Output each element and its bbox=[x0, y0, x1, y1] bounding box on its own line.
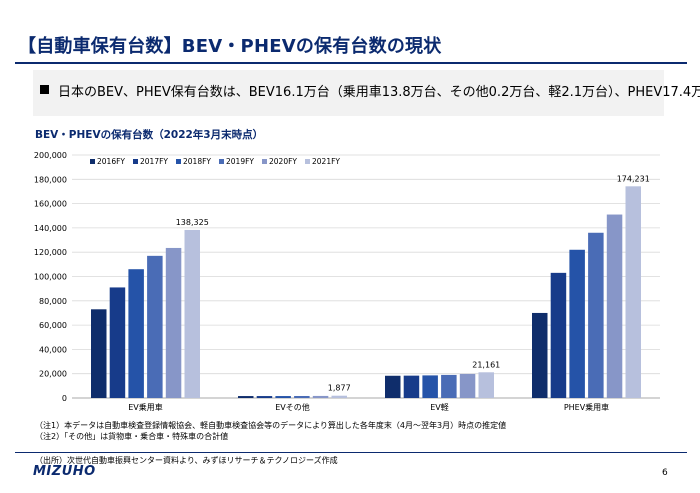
y-tick-label: 20,000 bbox=[39, 370, 67, 379]
data-label: 1,877 bbox=[328, 384, 351, 393]
bar bbox=[441, 374, 457, 398]
legend-swatch bbox=[133, 159, 138, 164]
summary-box bbox=[33, 70, 664, 116]
data-label: 21,161 bbox=[472, 360, 500, 369]
bar bbox=[147, 255, 163, 398]
y-tick-label: 80,000 bbox=[39, 297, 67, 306]
bar bbox=[331, 395, 347, 398]
y-tick-label: 100,000 bbox=[34, 273, 67, 282]
footer-divider bbox=[15, 452, 687, 453]
title-divider bbox=[15, 62, 687, 64]
bar bbox=[109, 287, 126, 398]
bar bbox=[312, 395, 329, 398]
legend-label: 2019FY bbox=[226, 157, 254, 166]
bar bbox=[569, 249, 585, 398]
summary-text: 日本のBEV、PHEV保有台数は、BEV16.1万台（乗用車13.8万台、その他… bbox=[58, 85, 700, 100]
y-tick-label: 0 bbox=[62, 394, 67, 403]
summary-bullet-icon bbox=[40, 85, 49, 94]
bar bbox=[532, 312, 548, 398]
bar bbox=[422, 375, 438, 398]
legend-swatch bbox=[262, 159, 267, 164]
y-tick-label: 140,000 bbox=[34, 224, 67, 233]
bar bbox=[165, 247, 182, 398]
bar bbox=[294, 395, 310, 398]
bar bbox=[91, 309, 107, 398]
x-category-label: PHEV乗用車 bbox=[564, 402, 609, 412]
source-note: （出所）次世代自動車振興センター資料より、みずほリサーチ＆テクノロジーズ作成 bbox=[35, 456, 338, 465]
legend-swatch bbox=[219, 159, 224, 164]
page-title: 【自動車保有台数】BEV・PHEVの保有台数の現状 bbox=[18, 36, 442, 57]
legend-swatch bbox=[176, 159, 181, 164]
note-2: （注2）「その他」は貨物車・乗合車・特殊車の合計値 bbox=[35, 432, 229, 441]
bar bbox=[184, 229, 200, 398]
bar bbox=[588, 232, 604, 398]
bar bbox=[478, 372, 494, 398]
bar bbox=[128, 269, 144, 398]
y-tick-label: 40,000 bbox=[39, 345, 67, 354]
bar bbox=[550, 272, 567, 398]
y-tick-label: 160,000 bbox=[34, 200, 67, 209]
legend-swatch bbox=[90, 159, 95, 164]
company-logo: MIZUHO bbox=[33, 464, 96, 479]
x-category-label: EV軽 bbox=[430, 403, 449, 412]
legend-label: 2016FY bbox=[97, 157, 125, 166]
bar bbox=[606, 214, 623, 398]
legend-label: 2018FY bbox=[183, 157, 211, 166]
legend-label: 2020FY bbox=[269, 157, 297, 166]
data-label: 174,231 bbox=[617, 174, 650, 183]
legend-label: 2021FY bbox=[312, 157, 340, 166]
x-category-label: EV乗用車 bbox=[128, 402, 163, 412]
chart-title: BEV・PHEVの保有台数（2022年3月末時点） bbox=[35, 129, 264, 141]
bar bbox=[625, 186, 641, 398]
bar bbox=[275, 396, 291, 398]
bar bbox=[459, 373, 476, 398]
page-number: 6 bbox=[662, 468, 668, 478]
bar bbox=[256, 396, 273, 398]
y-tick-label: 60,000 bbox=[39, 321, 67, 330]
y-tick-label: 200,000 bbox=[34, 151, 67, 160]
bar bbox=[238, 396, 254, 398]
data-label: 138,325 bbox=[176, 218, 209, 227]
legend-label: 2017FY bbox=[140, 157, 168, 166]
bar bbox=[385, 375, 401, 398]
legend-swatch bbox=[305, 159, 310, 164]
note-1: （注1）本データは自動車検査登録情報協会、軽自動車検査協会等のデータにより算出し… bbox=[35, 421, 507, 430]
y-tick-label: 180,000 bbox=[34, 175, 67, 184]
y-tick-label: 120,000 bbox=[34, 248, 67, 257]
x-category-label: EVその他 bbox=[275, 402, 310, 412]
bar bbox=[403, 375, 420, 398]
